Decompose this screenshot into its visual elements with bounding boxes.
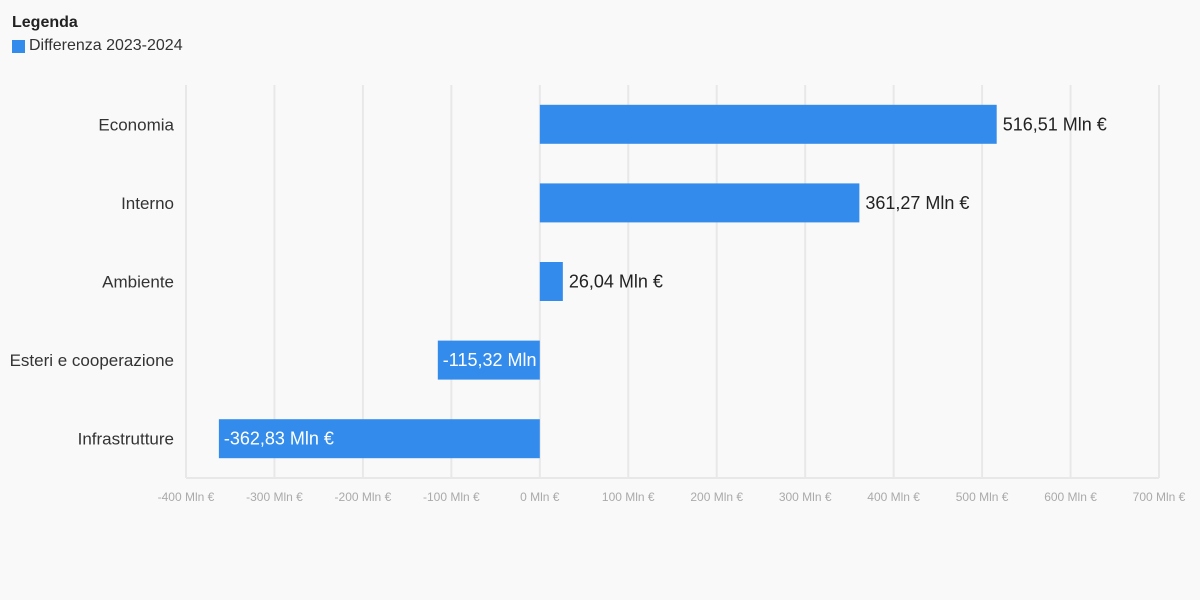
x-tick-label: -300 Mln € [246,490,303,504]
x-axis-ticks: -400 Mln € -300 Mln € -200 Mln € -100 Mln €… [158,490,1186,504]
bars [218,104,997,459]
bar [539,183,860,223]
x-tick-label: 100 Mln € [602,490,655,504]
legend-item-label: Differenza 2023-2024 [29,37,183,54]
category-labels: Economia Interno Ambiente Esteri e cooperaz… [10,115,175,448]
legend-title: Legenda [12,14,78,31]
category-label: Interno [121,194,174,213]
value-labels: 516,51 Mln € 361,27 Mln € 26,04 Mln € -115,… [224,114,1107,448]
category-label: Infrastrutture [78,430,174,449]
bar [539,262,563,301]
x-tick-label: 700 Mln € [1133,490,1186,504]
x-tick-label: 500 Mln € [956,490,1009,504]
value-label: 516,51 Mln € [1003,114,1107,134]
bar [218,419,540,459]
x-tick-label: 200 Mln € [690,490,743,504]
value-label: -115,32 Mln [443,350,537,370]
x-tick-label: -400 Mln € [158,490,215,504]
category-label: Esteri e cooperazione [10,351,174,370]
grid-lines [185,85,1160,479]
x-tick-label: 400 Mln € [867,490,920,504]
x-tick-label: -200 Mln € [335,490,392,504]
legend-swatch [12,39,25,53]
value-label: 361,27 Mln € [865,193,969,213]
x-tick-label: -100 Mln € [423,490,480,504]
legend-item[interactable]: Differenza 2023-2024 [12,36,183,56]
x-tick-label: 300 Mln € [779,490,832,504]
bar [437,340,540,380]
value-label: -362,83 Mln € [224,429,334,449]
x-tick-label: 600 Mln € [1044,490,1097,504]
category-label: Ambiente [102,273,174,292]
bar [539,104,997,144]
category-label: Economia [98,115,174,134]
legend: Legenda Differenza 2023-2024 [12,12,183,56]
value-label: 26,04 Mln € [569,272,663,292]
x-tick-label: 0 Mln € [520,490,560,504]
